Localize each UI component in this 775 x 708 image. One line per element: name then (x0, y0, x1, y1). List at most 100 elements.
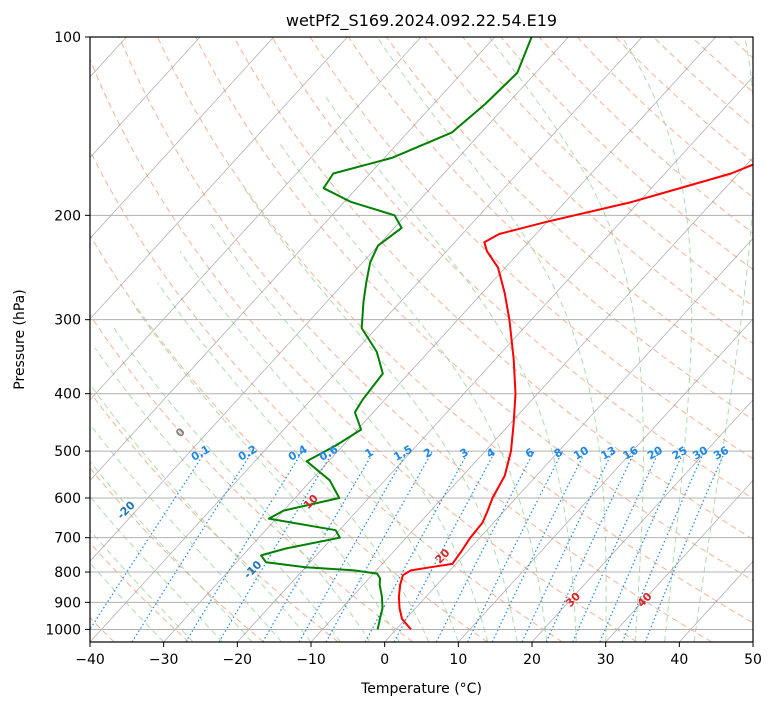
y-tick-label: 900 (54, 595, 81, 611)
dry-adiabat-line (309, 37, 753, 460)
isotherm-line (90, 37, 275, 239)
dry-adiabat-line (538, 37, 753, 234)
moist-adiabat-line (243, 187, 518, 642)
y-tick-label: 800 (54, 565, 81, 581)
dry-adiabats (90, 37, 753, 642)
dry-adiabat-line (90, 313, 414, 642)
skewed-isotherms (90, 37, 753, 642)
dry-adiabat-line (424, 37, 753, 344)
mixing-ratio-label: 10 (571, 444, 591, 463)
dry-adiabat-label: -30 (4, 439, 27, 462)
dry-adiabat-label: 30 (563, 590, 583, 610)
mixing-ratio-line (466, 450, 564, 642)
moist-adiabat-line (621, 37, 693, 642)
moist-adiabat-line (90, 562, 165, 642)
mixing-ratio-label: 3 (458, 446, 471, 461)
isotherm-line (531, 399, 753, 642)
moist-adiabat-line (179, 251, 459, 642)
isotherm-line (752, 641, 753, 642)
isotherm-line (237, 76, 753, 642)
mixing-ratio-line (599, 450, 685, 642)
dry-adiabat-label: -20 (115, 498, 138, 521)
isotherm-line (458, 318, 753, 642)
y-axis-ticks: 100 200 300 400 500 600 700 800 900 1000 (45, 30, 90, 638)
x-tick-label: −40 (75, 652, 105, 668)
x-tick-label: 20 (523, 652, 541, 668)
moist-adiabat-line (90, 495, 223, 642)
dry-adiabat-line (157, 37, 753, 624)
x-tick-label: −10 (296, 652, 326, 668)
temperature-profile-line (397, 163, 753, 631)
mixing-ratio-line (185, 450, 304, 642)
dry-adiabat-line (576, 37, 753, 198)
moist-adiabat-line (94, 347, 341, 642)
dry-adiabat-line (90, 467, 264, 642)
moist-adiabat-line (113, 327, 371, 642)
mixing-ratio-label: 20 (645, 444, 665, 463)
dry-adiabat-line (90, 234, 488, 642)
moist-adiabat-line (693, 37, 753, 642)
isotherm-line (90, 37, 201, 159)
y-axis-label: Pressure (hPa) (12, 289, 28, 389)
x-tick-label: 40 (670, 652, 688, 668)
x-tick-label: 0 (380, 652, 389, 668)
isotherm-line (605, 479, 753, 642)
y-tick-label: 100 (54, 30, 81, 46)
dry-adiabat-line (386, 37, 753, 382)
mixing-ratio-line (364, 450, 470, 642)
mixing-ratio-line (262, 450, 375, 642)
mixing-ratio-line (393, 450, 496, 642)
dry-adiabat-line (271, 37, 753, 500)
mixing-ratio-line (325, 450, 434, 642)
mixing-ratio-lines (90, 450, 726, 642)
x-tick-label: 10 (449, 652, 467, 668)
series-layer (260, 37, 753, 631)
mixing-ratio-label: 1.5 (391, 443, 414, 464)
mixing-ratio-line (545, 450, 636, 642)
x-axis-label: Temperature (°C) (360, 681, 482, 697)
moist-adiabat-line (376, 37, 607, 642)
isotherm-line (90, 37, 348, 320)
dry-adiabat-line (195, 37, 753, 582)
x-tick-label: 50 (744, 652, 762, 668)
mixing-ratio-line (572, 450, 660, 642)
y-tick-label: 200 (54, 208, 81, 224)
dry-adiabat-line (90, 58, 638, 642)
moist-adiabat-line (209, 221, 489, 642)
y-tick-label: 1000 (45, 622, 81, 638)
plot-area: 0.10.20.40.611.52346810131620253036-100-… (4, 37, 753, 642)
isotherm-line (90, 37, 496, 482)
line-labels: 0.10.20.40.611.52346810131620253036-100-… (4, 425, 732, 610)
moist-adiabat-line (90, 383, 312, 642)
mixing-ratio-line (644, 450, 726, 642)
isotherm-line (163, 37, 717, 642)
chart-title: wetPf2_S169.2024.092.22.54.E19 (286, 11, 557, 31)
moist-adiabat-line (157, 282, 430, 642)
moist-adiabat-line (90, 423, 282, 642)
mixing-ratio-label: 6 (523, 445, 536, 460)
isotherm-line (384, 237, 753, 642)
moist-adiabat-line (323, 94, 577, 642)
mixing-ratio-label: 16 (621, 444, 641, 463)
dry-adiabat-line (462, 37, 753, 307)
moist-adiabat-line (488, 37, 644, 642)
moist-adiabats (90, 37, 753, 642)
mixing-ratio-line (131, 450, 254, 642)
mixing-ratio-label: 1 (363, 446, 376, 461)
y-tick-label: 500 (54, 444, 81, 460)
mixing-ratio-line (90, 450, 207, 631)
plot-frame (89, 36, 754, 643)
mixing-ratio-line (491, 450, 586, 642)
dry-adiabat-line (691, 37, 753, 93)
x-axis-ticks: −40 −30 −20 −10 0 10 20 30 40 50 (75, 642, 762, 668)
dry-adiabat-line (615, 37, 753, 163)
dry-adiabat-line (90, 542, 190, 642)
y-tick-label: 700 (54, 531, 81, 547)
dry-adiabat-line (90, 149, 563, 642)
mixing-ratio-line (521, 450, 614, 642)
mixing-ratio-line (218, 450, 334, 642)
moist-adiabat-line (134, 306, 400, 642)
isotherm-line (310, 157, 753, 642)
mixing-ratio-label: 25 (670, 444, 690, 463)
